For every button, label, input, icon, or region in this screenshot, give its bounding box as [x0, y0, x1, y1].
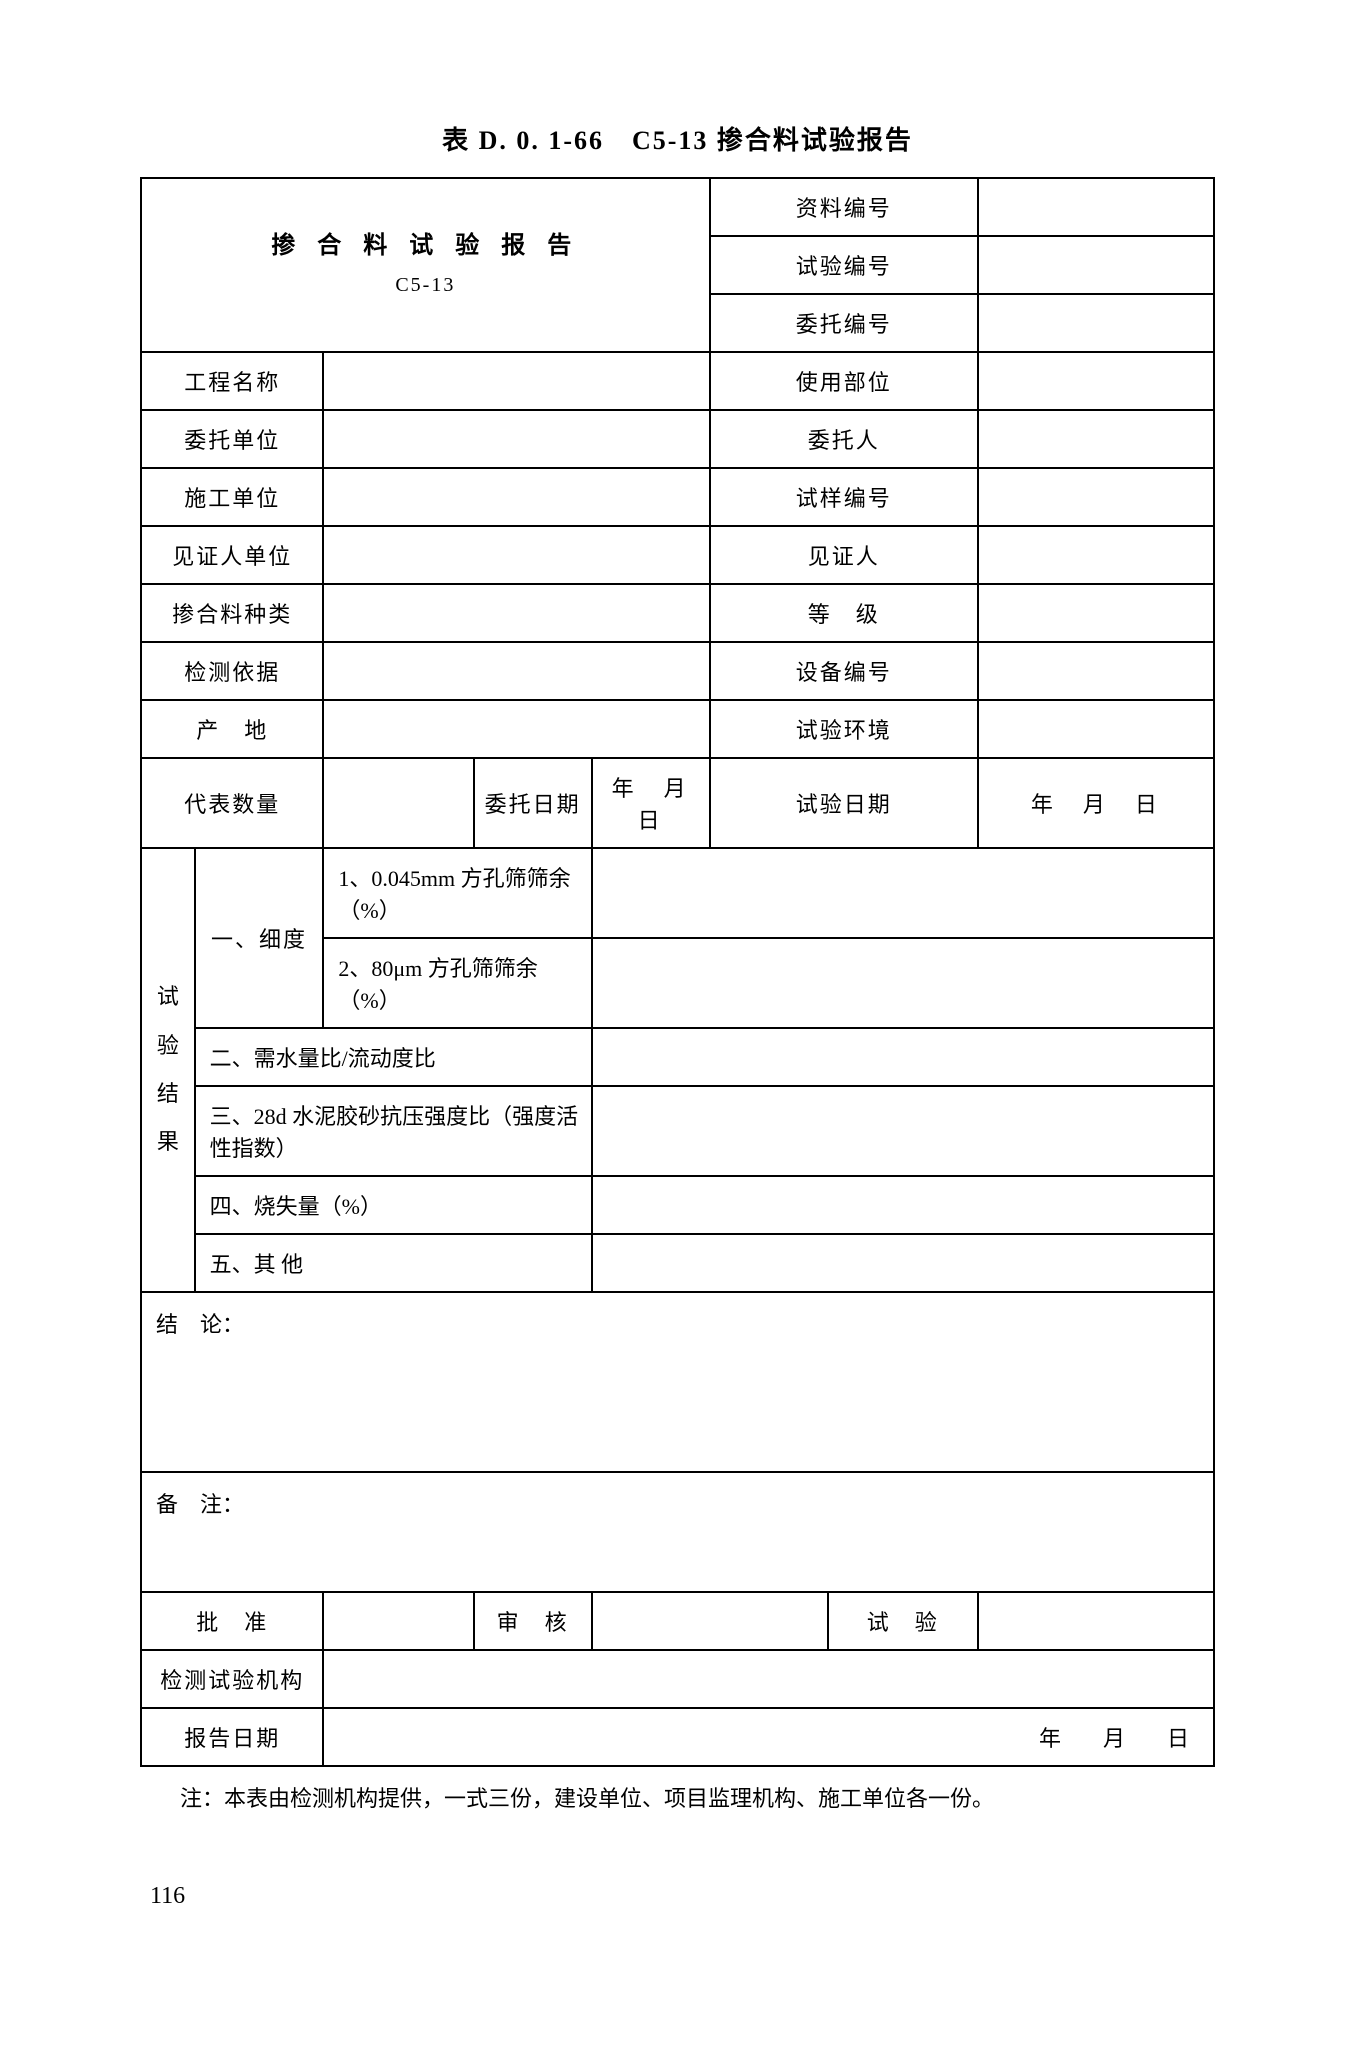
label-witness: 见证人: [710, 526, 978, 584]
label-test-date: 试验日期: [710, 758, 978, 848]
label-usepart: 使用部位: [710, 352, 978, 410]
remarks-cell: 备 注：: [141, 1472, 1214, 1592]
label-test: 试 验: [828, 1592, 978, 1650]
val-sample-no: [978, 468, 1214, 526]
val-witness: [978, 526, 1214, 584]
val-rep-qty: [323, 758, 473, 848]
label-entrust-unit: 委托单位: [141, 410, 323, 468]
footnote: 注：本表由检测机构提供，一式三份，建设单位、项目监理机构、施工单位各一份。: [140, 1781, 1215, 1813]
conclusion-cell: 结 论：: [141, 1292, 1214, 1472]
val-loi: [592, 1176, 1214, 1234]
val-usepart: [978, 352, 1214, 410]
val-entrust-no: [978, 294, 1214, 352]
val-entrust-date: 年 月 日: [592, 758, 710, 848]
val-report-date: 年 月 日: [323, 1708, 1214, 1766]
val-approve: [323, 1592, 473, 1650]
val-equip-no: [978, 642, 1214, 700]
label-test-no: 试验编号: [710, 236, 978, 294]
page-number: 116: [140, 1883, 1215, 1910]
val-review: [592, 1592, 828, 1650]
label-28d: 三、28d 水泥胶砂抗压强度比（强度活性指数）: [195, 1086, 592, 1176]
label-other: 五、其 他: [195, 1234, 592, 1292]
val-entruster: [978, 410, 1214, 468]
form-header-main: 掺 合 料 试 验 报 告: [271, 233, 579, 259]
label-entrust-date: 委托日期: [474, 758, 592, 848]
label-grade: 等 级: [710, 584, 978, 642]
val-water-ratio: [592, 1028, 1214, 1086]
label-results: 试验结果: [141, 848, 195, 1292]
val-grade: [978, 584, 1214, 642]
label-basis: 检测依据: [141, 642, 323, 700]
val-org: [323, 1650, 1214, 1708]
label-report-date: 报告日期: [141, 1708, 323, 1766]
label-fineness: 一、细度: [195, 848, 324, 1028]
table-title: 表 D. 0. 1-66 C5-13 掺合料试验报告: [140, 120, 1215, 157]
label-org: 检测试验机构: [141, 1650, 323, 1708]
val-entrust-unit: [323, 410, 709, 468]
label-admix-type: 掺合料种类: [141, 584, 323, 642]
val-doc-no: [978, 178, 1214, 236]
val-construct-unit: [323, 468, 709, 526]
label-sample-no: 试样编号: [710, 468, 978, 526]
label-loi: 四、烧失量（%）: [195, 1176, 592, 1234]
val-witness-unit: [323, 526, 709, 584]
label-fineness-1: 1、0.045mm 方孔筛筛余（%）: [323, 848, 591, 938]
val-other: [592, 1234, 1214, 1292]
form-header: 掺 合 料 试 验 报 告 C5-13: [141, 178, 710, 352]
label-entrust-no: 委托编号: [710, 294, 978, 352]
report-table: 掺 合 料 试 验 报 告 C5-13 资料编号 试验编号 委托编号 工程名称 …: [140, 177, 1215, 1767]
label-doc-no: 资料编号: [710, 178, 978, 236]
val-test: [978, 1592, 1214, 1650]
label-water-ratio: 二、需水量比/流动度比: [195, 1028, 592, 1086]
label-fineness-2: 2、80μm 方孔筛筛余（%）: [323, 938, 591, 1028]
val-28d: [592, 1086, 1214, 1176]
label-origin: 产 地: [141, 700, 323, 758]
label-project: 工程名称: [141, 352, 323, 410]
val-test-no: [978, 236, 1214, 294]
val-origin: [323, 700, 709, 758]
val-fineness-1: [592, 848, 1214, 938]
val-fineness-2: [592, 938, 1214, 1028]
label-approve: 批 准: [141, 1592, 323, 1650]
label-equip-no: 设备编号: [710, 642, 978, 700]
val-admix-type: [323, 584, 709, 642]
val-test-date: 年 月 日: [978, 758, 1214, 848]
val-basis: [323, 642, 709, 700]
label-rep-qty: 代表数量: [141, 758, 323, 848]
label-entruster: 委托人: [710, 410, 978, 468]
label-review: 审 核: [474, 1592, 592, 1650]
val-test-env: [978, 700, 1214, 758]
form-header-sub: C5-13: [395, 274, 455, 296]
label-construct-unit: 施工单位: [141, 468, 323, 526]
label-witness-unit: 见证人单位: [141, 526, 323, 584]
val-project: [323, 352, 709, 410]
label-test-env: 试验环境: [710, 700, 978, 758]
